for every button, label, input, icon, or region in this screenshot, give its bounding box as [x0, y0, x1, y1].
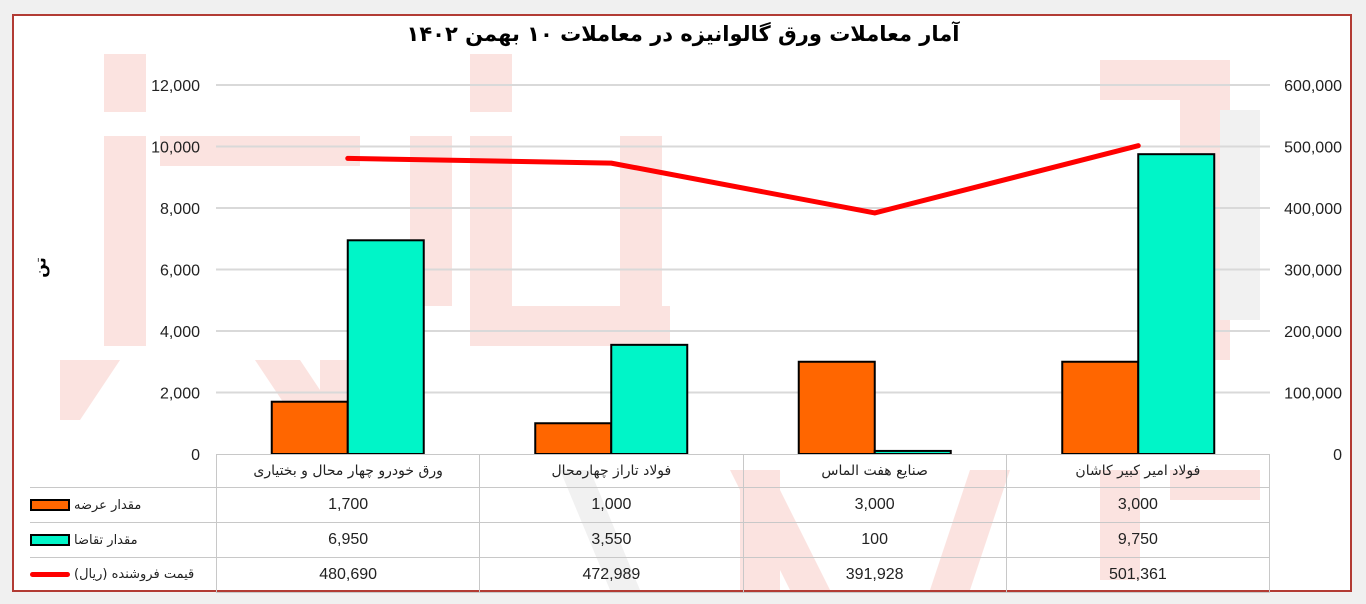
data-table: ورق خودرو چهار محال و بختیاری فولاد تارا… — [215, 454, 1271, 593]
category-header: فولاد تاراز چهارمحال — [479, 454, 744, 488]
y-axis-label: تن — [30, 257, 50, 278]
table-row-supply: 1,700 1,000 3,000 3,000 — [215, 487, 1271, 523]
legend-label: مقدار تقاضا — [74, 532, 138, 548]
bar-demand — [346, 239, 425, 455]
left-axis-tick: 0 — [191, 447, 200, 464]
bar-demand — [873, 449, 952, 455]
table-cell: 3,550 — [479, 522, 744, 558]
legend-item-demand: مقدار تقاضا — [30, 522, 216, 557]
category-header: صنایع هفت الماس — [742, 454, 1007, 488]
table-cell: 1,000 — [479, 487, 744, 523]
right-axis-tick: 500,000 — [1284, 140, 1342, 157]
left-axis-tick: 2,000 — [160, 386, 200, 403]
table-cell: 1,700 — [215, 487, 481, 523]
orange-bar-swatch-icon — [30, 499, 70, 511]
chart-title: آمار معاملات ورق گالوانیزه در معاملات ۱۰… — [406, 22, 960, 46]
table-cell: 9,750 — [1005, 522, 1271, 558]
table-cell: 100 — [742, 522, 1007, 558]
legend-label: مقدار عرضه — [74, 497, 142, 513]
left-axis-tick: 8,000 — [160, 201, 200, 218]
right-axis-tick: 0 — [1333, 447, 1342, 464]
bar-supply — [797, 360, 876, 455]
legend-item-price: قیمت فروشنده (ریال) — [30, 557, 216, 590]
bar-supply — [270, 400, 349, 456]
table-row-demand: 6,950 3,550 100 9,750 — [215, 522, 1271, 558]
right-axis-tick: 100,000 — [1284, 386, 1342, 403]
category-header: ورق خودرو چهار محال و بختیاری — [215, 454, 481, 488]
left-axis-tick: 10,000 — [151, 140, 200, 157]
category-header: فولاد امیر کبیر کاشان — [1005, 454, 1271, 488]
right-axis-tick: 200,000 — [1284, 324, 1342, 341]
left-axis-tick: 6,000 — [160, 263, 200, 280]
table-row-price: 480,690 472,989 391,928 501,361 — [215, 557, 1271, 593]
bar-demand — [1137, 153, 1216, 455]
table-cell: 3,000 — [1005, 487, 1271, 523]
right-axis-tick: 400,000 — [1284, 201, 1342, 218]
left-axis-tick: 4,000 — [160, 324, 200, 341]
price-line — [345, 143, 1141, 216]
table-header-row: ورق خودرو چهار محال و بختیاری فولاد تارا… — [215, 454, 1271, 488]
table-cell: 480,690 — [215, 557, 481, 593]
teal-bar-swatch-icon — [30, 534, 70, 546]
bar-demand — [610, 343, 689, 455]
legend-label: قیمت فروشنده (ریال) — [74, 566, 195, 582]
bar-supply — [1061, 360, 1140, 455]
bar-supply — [534, 422, 613, 455]
right-axis-tick: 600,000 — [1284, 78, 1342, 95]
table-cell: 3,000 — [742, 487, 1007, 523]
table-cell: 391,928 — [742, 557, 1007, 593]
left-axis-tick: 12,000 — [151, 78, 200, 95]
red-line-swatch-icon — [30, 571, 70, 577]
legend-item-supply: مقدار عرضه — [30, 487, 216, 522]
table-cell: 501,361 — [1005, 557, 1271, 593]
table-cell: 472,989 — [479, 557, 744, 593]
table-cell: 6,950 — [215, 522, 481, 558]
right-axis-tick: 300,000 — [1284, 263, 1342, 280]
